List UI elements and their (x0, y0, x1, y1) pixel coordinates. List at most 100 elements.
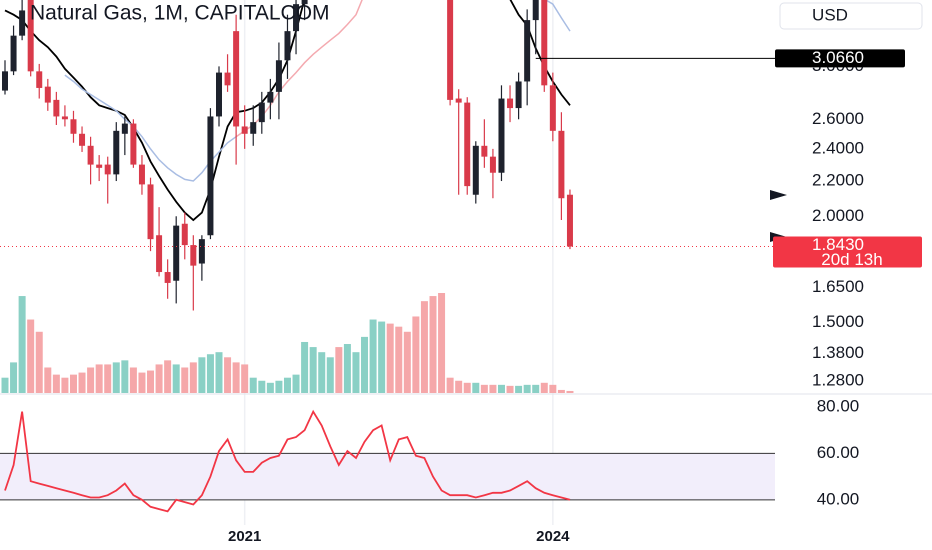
volume-bar (52, 374, 60, 393)
candle-body (464, 102, 471, 187)
candle-body (164, 272, 171, 283)
volume-bar (61, 377, 69, 393)
volume-bar (164, 360, 172, 393)
volume-bar (172, 364, 180, 393)
volume-bar (241, 364, 249, 393)
candle-body (284, 31, 291, 61)
candle-body (293, 4, 300, 32)
volume-bar (420, 301, 428, 393)
volume-bar (309, 347, 317, 393)
volume-bar (95, 364, 103, 393)
candle-body (96, 164, 103, 168)
candle-body (549, 85, 556, 131)
volume-bar (78, 372, 86, 393)
candle-body (241, 126, 248, 134)
candle-body (19, 10, 26, 36)
candle-body (181, 223, 188, 246)
volume-bar (557, 389, 565, 393)
candle-body (250, 122, 257, 134)
volume-bar (69, 374, 77, 393)
volume-bar (112, 362, 120, 393)
candle-body (301, 0, 308, 5)
candle-body (79, 133, 86, 146)
candle-body (147, 184, 154, 240)
volume-bar (292, 374, 300, 393)
volume-bar (446, 377, 454, 393)
volume-bar (44, 367, 52, 393)
candle-body (275, 60, 282, 92)
candle-body (44, 86, 51, 103)
candle-body (532, 0, 539, 21)
candle-body (481, 145, 488, 157)
y-tick-label: 2.4000 (812, 138, 864, 157)
candle-body (70, 119, 77, 134)
volume-bar (138, 372, 146, 393)
volume-bar (87, 367, 95, 393)
candle-body (190, 245, 197, 266)
candle-body (10, 35, 17, 72)
volume-bar (189, 362, 197, 393)
volume-bar (249, 377, 257, 393)
volume-bar (155, 364, 163, 393)
price-label-box (775, 49, 905, 68)
volume-bar (266, 382, 274, 393)
x-tick-label: 2021 (228, 528, 261, 545)
volume-bar (283, 377, 291, 393)
y-tick-label: 2.0000 (812, 206, 864, 225)
currency-button[interactable] (779, 2, 923, 30)
candle-body (53, 99, 60, 117)
volume-bar (301, 341, 309, 393)
volume-bar (566, 390, 574, 393)
volume-bar (318, 352, 326, 393)
candle-body (558, 130, 565, 199)
candle-body (267, 91, 274, 103)
candle-body (104, 164, 111, 175)
volume-bar (429, 296, 437, 393)
y-tick-label: 1.5000 (812, 312, 864, 331)
currency-label[interactable]: USD (812, 5, 848, 24)
candle-body (258, 102, 265, 123)
volume-bar (104, 364, 112, 393)
candle-body (2, 71, 8, 91)
candle-body (61, 116, 68, 120)
countdown-label: 20d 13h (821, 250, 882, 269)
price-label: 3.0660 (812, 48, 864, 67)
y-tick-label: 1.2800 (812, 371, 864, 390)
y-tick-label: 2.6000 (812, 109, 864, 128)
rsi-tick-label: 40.00 (817, 489, 860, 508)
rsi-band (0, 453, 775, 500)
rsi-tick-label: 60.00 (817, 443, 860, 462)
volume-bar (515, 385, 523, 393)
volume-bar (181, 367, 189, 393)
chart-title: Natural Gas, 1M, CAPITALCOM (30, 2, 330, 25)
candle-body (515, 81, 522, 109)
volume-bar (386, 323, 394, 393)
volume-bar (480, 384, 488, 393)
candle-body (36, 71, 43, 88)
candle-body (507, 98, 514, 109)
volume-bar (206, 354, 214, 393)
x-tick-label: 2024 (536, 528, 570, 545)
candle-body (541, 0, 548, 86)
candle-body (455, 98, 462, 103)
volume-bar (18, 296, 26, 393)
candle-body (27, 0, 34, 72)
y-tick-label: 2.2000 (812, 171, 864, 190)
volume-bar (549, 384, 557, 393)
price-label-box (773, 236, 922, 268)
volume-bar (438, 293, 446, 393)
candle-body (207, 116, 214, 236)
marker-arrow (770, 190, 787, 200)
volume-bar (326, 357, 334, 393)
candle-body (121, 123, 128, 134)
volume-bar (343, 344, 351, 393)
volume-bar (129, 367, 137, 393)
volume-bar (369, 319, 377, 393)
rsi-tick-label: 80.00 (817, 396, 860, 415)
volume-bar (395, 326, 403, 393)
volume-bar (147, 370, 155, 393)
candle-body (524, 20, 531, 82)
candle-body (198, 239, 205, 264)
